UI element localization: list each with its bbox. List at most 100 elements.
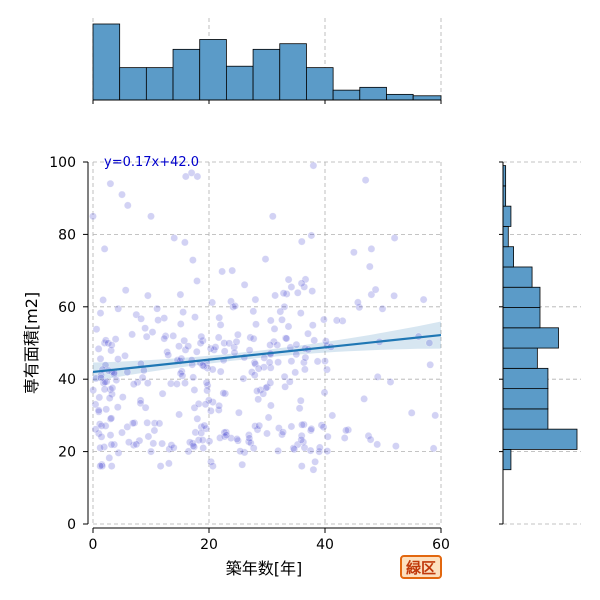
scatter-point [227,434,235,442]
scatter-point [216,434,224,442]
scatter-point [97,374,105,382]
scatter-point [180,336,189,345]
top-hist-bar [252,48,281,101]
scatter-point [201,400,210,409]
scatter-point [170,234,179,242]
scatter-point [206,344,215,353]
regression-line [92,333,442,374]
scatter-point [307,425,316,433]
scatter-point [96,443,105,452]
regression-equation-label: y=0.17x+42.0 [104,155,199,170]
right-hist-bar [502,347,538,369]
scatter-point [150,426,159,435]
scatter-point [287,357,296,366]
scatter-point [215,401,223,410]
scatter-point [292,340,301,349]
scatter-point [200,421,209,430]
scatter-point [158,439,166,448]
scatter-point [262,383,270,392]
scatter-point [254,364,263,373]
scatter-point [245,431,253,439]
scatter-point [118,190,126,199]
scatter-point [390,291,398,300]
scatter-point [141,403,150,412]
scatter-point [297,237,306,246]
scatter-point [215,313,224,322]
scatter-point [113,403,122,412]
scatter-point [297,462,306,470]
x-tick-label: 40 [316,537,334,553]
scatter-point [296,396,305,405]
scatter-point [222,431,231,439]
scatter-point [249,334,258,343]
right-hist-bar [502,367,549,390]
scatter-point [95,393,104,402]
scatter-point [203,386,211,395]
scatter-point [160,314,169,322]
scatter-points [89,161,440,474]
scatter-point [301,353,310,362]
scatter-point [360,395,368,403]
y-tick-label: 80 [58,227,76,243]
scatter-point [102,405,111,414]
scatter-point [175,410,183,419]
scatter-point [309,465,318,474]
scatter-point [114,304,123,313]
scatter-point [364,432,373,440]
scatter-point [179,308,187,316]
scatter-point [274,358,282,367]
scatter-point [92,325,101,334]
scatter-point [281,382,289,391]
scatter-point [280,372,289,381]
scatter-point [236,447,245,456]
scatter-point [97,422,106,430]
scatter-point [138,373,147,382]
top-hist-bar [412,95,442,101]
y-tick-label: 100 [49,155,76,171]
scatter-point [164,351,173,359]
scatter-point [114,355,122,363]
scatter-point [121,351,129,360]
scatter-point [91,425,100,434]
scatter-point [300,420,308,429]
scatter-point [155,419,164,428]
scatter-point [107,440,116,449]
scatter-point [220,347,229,356]
scatter-point [107,341,116,349]
regression-line-layer [92,333,442,374]
scatter-point [163,348,171,356]
scatter-point [290,445,299,454]
scatter-point [340,434,349,442]
top-hist-bar [145,67,174,101]
right-hist-bar [502,205,512,227]
scatter-point [254,395,263,404]
scatter-point [218,267,226,276]
top-hist-bar [306,67,334,101]
right-hist-bar [502,428,578,450]
scatter-point [129,419,137,428]
scatter-point [94,406,103,415]
scatter-point [189,442,198,450]
x-tick-label: 60 [432,537,450,553]
x-axis-label: 築年数[年] [226,559,303,578]
scatter-point [160,334,169,343]
scatter-point [230,348,239,357]
scatter-point [198,436,207,444]
scatter-point [297,279,306,288]
scatter-point [107,462,116,470]
scatter-point [270,325,279,333]
scatter-point [96,354,105,363]
scatter-point [190,386,199,394]
scatter-point [89,212,97,221]
scatter-point [282,290,291,298]
scatter-point [167,441,176,449]
scatter-point [97,432,106,441]
scatter-point [106,431,115,439]
scatter-point [184,447,193,456]
right-hist-bar [502,286,541,308]
scatter-point [136,396,145,405]
scatter-point [309,161,318,170]
scatter-point [216,367,225,376]
scatter-point [229,303,237,311]
scatter-point [191,313,199,321]
